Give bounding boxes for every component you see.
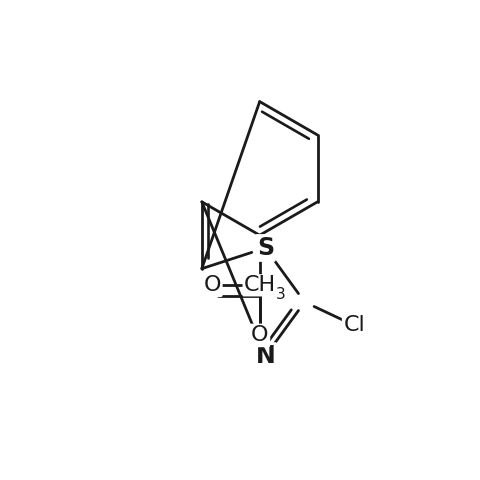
Text: N: N	[255, 344, 275, 368]
Text: 3: 3	[276, 288, 286, 302]
Text: O: O	[251, 325, 268, 346]
Text: CH: CH	[244, 276, 276, 295]
Text: Cl: Cl	[344, 315, 365, 336]
Text: O: O	[204, 276, 221, 295]
Text: S: S	[257, 236, 274, 260]
